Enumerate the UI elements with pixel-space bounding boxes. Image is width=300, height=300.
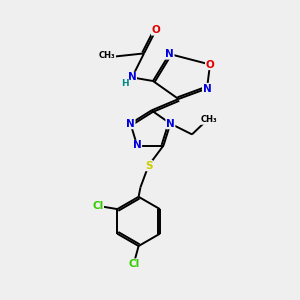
Text: S: S: [145, 160, 152, 171]
Text: H: H: [122, 79, 129, 88]
Text: N: N: [166, 118, 175, 129]
Text: Cl: Cl: [128, 259, 140, 269]
Text: N: N: [128, 72, 136, 82]
Text: O: O: [206, 59, 214, 70]
Text: N: N: [202, 83, 211, 94]
Text: CH₃: CH₃: [99, 51, 116, 60]
Text: CH₃: CH₃: [200, 116, 217, 124]
Text: N: N: [133, 140, 142, 151]
Text: N: N: [165, 49, 174, 59]
Text: O: O: [152, 25, 160, 35]
Text: N: N: [126, 118, 135, 129]
Text: Cl: Cl: [92, 201, 103, 211]
